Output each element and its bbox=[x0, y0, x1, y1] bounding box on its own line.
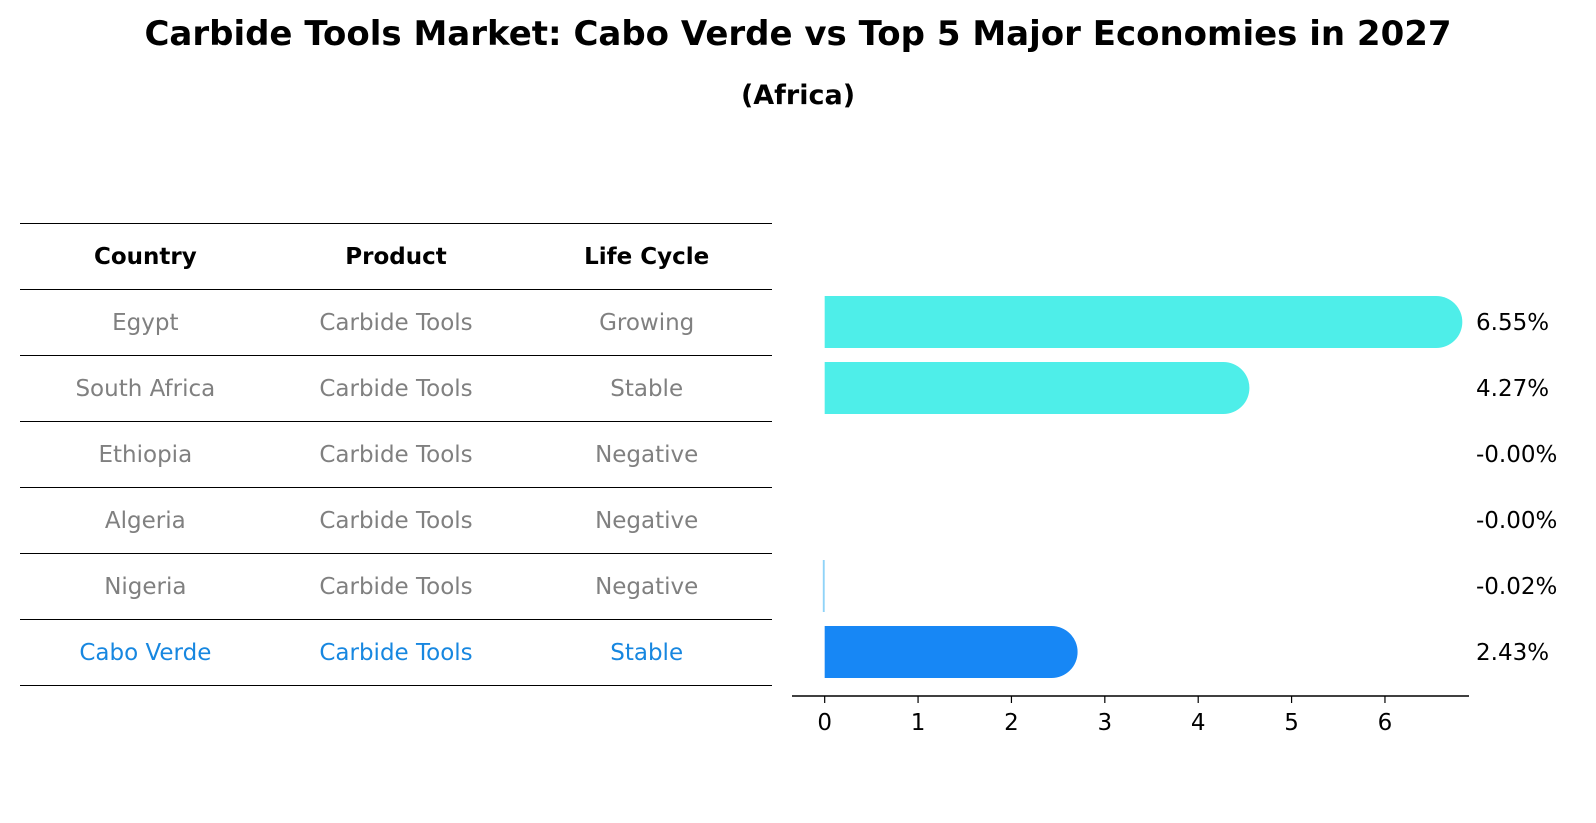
cell-country: Egypt bbox=[112, 309, 179, 336]
cell-product: Carbide Tools bbox=[319, 441, 473, 468]
bar-value-label: 2.43% bbox=[1476, 640, 1549, 666]
cell-country: Nigeria bbox=[104, 573, 187, 600]
table-header-row: Country Product Life Cycle bbox=[20, 223, 772, 289]
bar-value-label: 4.27% bbox=[1476, 376, 1549, 402]
bar bbox=[824, 362, 1250, 414]
cell-life-cycle: Negative bbox=[595, 573, 699, 600]
cell-country: Algeria bbox=[104, 507, 186, 534]
cell-product: Carbide Tools bbox=[319, 507, 473, 534]
cell-life-cycle: Stable bbox=[610, 639, 684, 666]
table-row: South Africa Carbide Tools Stable bbox=[20, 355, 772, 421]
cell-life-cycle: Stable bbox=[610, 375, 684, 402]
bar-value-label: -0.02% bbox=[1476, 574, 1557, 600]
cell-life-cycle: Growing bbox=[599, 309, 695, 336]
cell-country: Cabo Verde bbox=[79, 639, 212, 666]
table-row: Ethiopia Carbide Tools Negative bbox=[20, 421, 772, 487]
bar bbox=[824, 626, 1078, 678]
x-tick-label: 0 bbox=[817, 710, 832, 736]
bar-value-label: -0.00% bbox=[1476, 508, 1557, 534]
cell-country: Ethiopia bbox=[98, 441, 193, 468]
table-row: Egypt Carbide Tools Growing bbox=[20, 289, 772, 355]
cell-life-cycle: Negative bbox=[595, 507, 699, 534]
cell-product: Carbide Tools bbox=[319, 309, 473, 336]
header-country: Country bbox=[93, 243, 197, 270]
header-product: Product bbox=[345, 243, 447, 270]
x-tick-label: 2 bbox=[1004, 710, 1019, 736]
table-row: Algeria Carbide Tools Negative bbox=[20, 487, 772, 553]
cell-country: South Africa bbox=[75, 375, 216, 402]
cell-product: Carbide Tools bbox=[319, 375, 473, 402]
x-tick-label: 3 bbox=[1098, 710, 1113, 736]
cell-life-cycle: Negative bbox=[595, 441, 699, 468]
cell-product: Carbide Tools bbox=[319, 573, 473, 600]
chart-subtitle: (Africa) bbox=[740, 80, 856, 111]
table-row: Nigeria Carbide Tools Negative bbox=[20, 553, 772, 619]
x-tick-label: 6 bbox=[1378, 710, 1393, 736]
bar-value-label: 6.55% bbox=[1476, 310, 1549, 336]
chart-title: Carbide Tools Market: Cabo Verde vs Top … bbox=[144, 14, 1452, 54]
bar-value-label: -0.00% bbox=[1476, 442, 1557, 468]
bar bbox=[822, 560, 825, 612]
table-row-highlighted: Cabo Verde Carbide Tools Stable bbox=[20, 619, 772, 686]
x-tick-label: 4 bbox=[1191, 710, 1206, 736]
data-table: Country Product Life Cycle Egypt Carbide… bbox=[20, 223, 772, 686]
bar bbox=[824, 296, 1463, 348]
cell-product: Carbide Tools bbox=[319, 639, 473, 666]
x-tick-label: 5 bbox=[1284, 710, 1299, 736]
x-tick-label: 1 bbox=[911, 710, 926, 736]
header-life-cycle: Life Cycle bbox=[584, 243, 710, 270]
